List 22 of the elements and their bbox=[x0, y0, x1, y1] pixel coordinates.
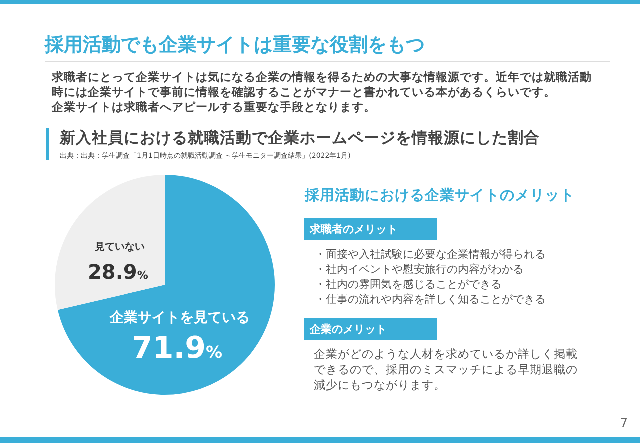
text: 採用活動でも企業サイトは重要な役割をもつ bbox=[44, 34, 425, 56]
text: ・面接や入社試験に必要な企業情報が得られる bbox=[315, 248, 546, 261]
data-label: 28.9% bbox=[88, 260, 148, 284]
text: できるので、採用のミスマッチによる早期退職の bbox=[314, 362, 578, 376]
text: 企業サイトは求職者へアピールする重要な手段となります。 bbox=[51, 100, 376, 114]
text: ・社内イベントや慰安旅行の内容がわかる bbox=[315, 263, 524, 276]
data-label: 71.9% bbox=[132, 331, 224, 366]
text: 企業がどのような人材を求めているか詳しく掲載 bbox=[314, 347, 578, 361]
text: 減少にもつながります。 bbox=[314, 378, 446, 392]
text: 時には企業サイトで事前に情報を確認することがマナーと書かれている本があるくらいです。 bbox=[52, 85, 556, 99]
text: 7 bbox=[620, 416, 628, 430]
text: 企業のメリット bbox=[309, 323, 387, 336]
text: ・仕事の流れや内容を詳しく知ることができる bbox=[315, 293, 546, 306]
text: 求職者にとって企業サイトは気になる企業の情報を得るための大事な情報源です。近年では就職活動 bbox=[51, 70, 592, 84]
text: ・社内の雰囲気を感じることができる bbox=[315, 278, 502, 291]
text: 採用活動における企業サイトのメリット bbox=[304, 187, 575, 204]
chart-title: 新入社員における就職活動で企業ホームページを情報源にした割合 bbox=[59, 129, 540, 147]
pie-slice bbox=[58, 175, 275, 395]
slice-label: 見ていない bbox=[94, 241, 145, 253]
text: 求職者のメリット bbox=[309, 223, 398, 236]
pie-slice bbox=[55, 175, 165, 310]
slice-label: 企業サイトを見ている bbox=[109, 310, 250, 326]
